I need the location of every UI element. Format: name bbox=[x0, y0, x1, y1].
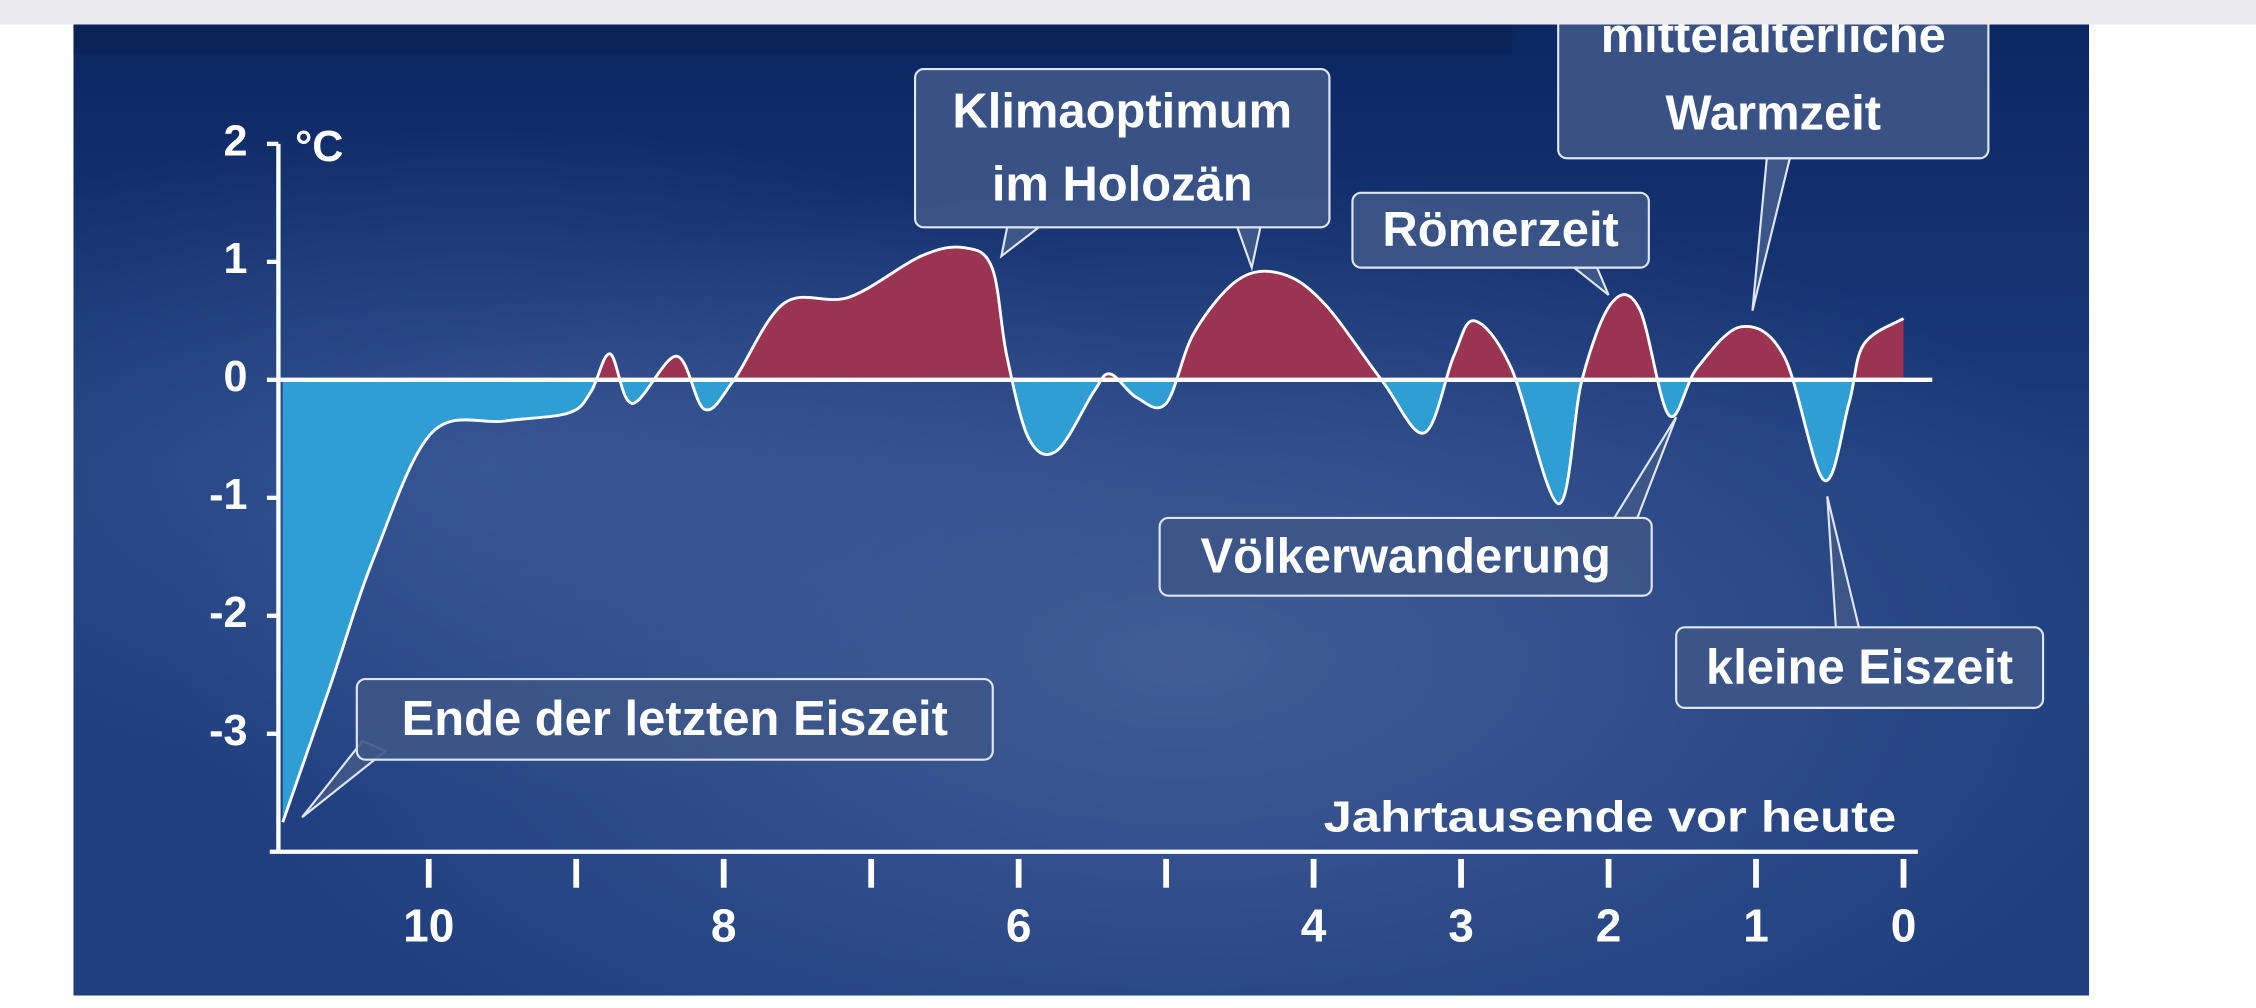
y-tick-label: -1 bbox=[209, 471, 247, 519]
callout-box bbox=[1158, 516, 1653, 597]
y-unit: °C bbox=[295, 123, 343, 171]
x-tick-label: 8 bbox=[711, 900, 737, 952]
x-tick-label: 3 bbox=[1448, 900, 1474, 952]
y-tick-label: 0 bbox=[223, 353, 247, 401]
temperature-line bbox=[281, 245, 1905, 823]
y-tick-label: 1 bbox=[223, 235, 247, 283]
x-tick-label: 10 bbox=[403, 900, 454, 952]
warm-area bbox=[282, 246, 1904, 380]
callout-box bbox=[355, 678, 994, 761]
callout-text: Römerzeit bbox=[1382, 203, 1618, 257]
y-tick-label: -2 bbox=[209, 589, 247, 637]
x-tick-label: 6 bbox=[1006, 900, 1032, 952]
callout-text: kleine Eiszeit bbox=[1706, 640, 2013, 694]
callout-box bbox=[1557, 24, 1990, 160]
x-tick-label: 4 bbox=[1301, 900, 1327, 952]
title-strip bbox=[73, 24, 1513, 54]
callout-text: mittelalterliche bbox=[1601, 9, 1946, 63]
y-tick-label: 2 bbox=[223, 117, 247, 165]
callout-text: Warmzeit bbox=[1665, 86, 1881, 140]
callout-box bbox=[913, 67, 1331, 229]
x-axis-label: Jahrtausende vor heute bbox=[1324, 794, 1897, 842]
x-tick-label: 2 bbox=[1596, 900, 1622, 952]
top-bar bbox=[0, 0, 2256, 25]
callout-text: Klimaoptimum bbox=[952, 84, 1292, 138]
y-tick-label: -3 bbox=[209, 707, 247, 755]
callout-box bbox=[1675, 626, 2045, 709]
callout-text: im Holozän bbox=[992, 158, 1253, 212]
x-tick-label: 1 bbox=[1743, 900, 1769, 952]
callout-text: Ende der letzten Eiszeit bbox=[402, 692, 948, 746]
x-tick-label: 0 bbox=[1891, 900, 1917, 952]
callout-text: Völkerwanderung bbox=[1201, 530, 1611, 584]
callout-box bbox=[1351, 191, 1650, 269]
